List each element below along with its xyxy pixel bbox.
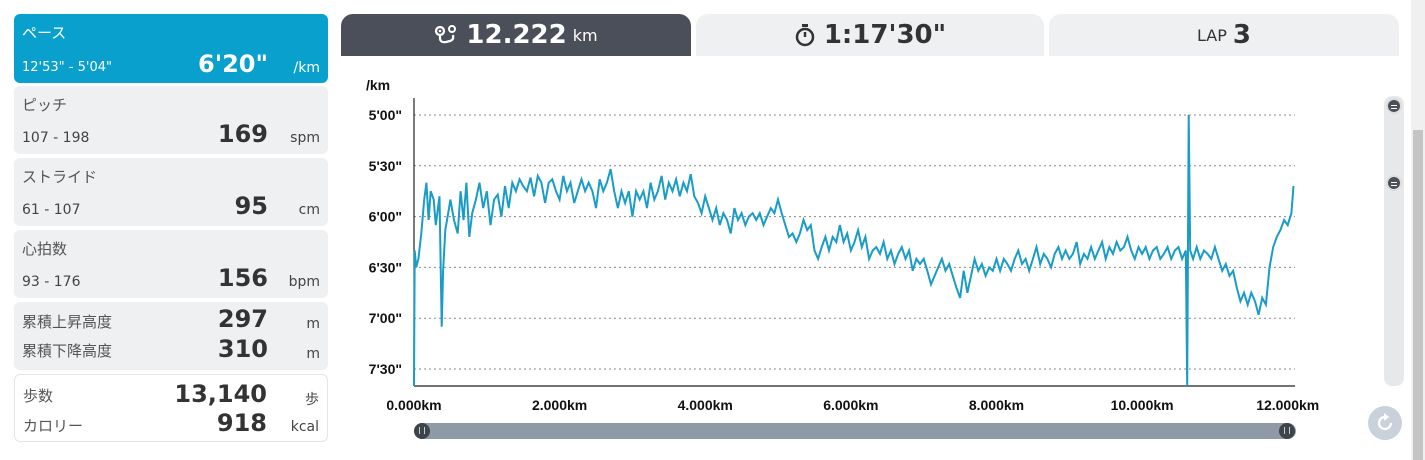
- y-zoom-handle-top[interactable]: [1386, 98, 1402, 114]
- x-tick-label: 2.000km: [532, 397, 587, 413]
- metric-unit: bpm: [288, 274, 320, 290]
- metric-elevation[interactable]: 累積上昇高度 297 m 累積下降高度 310 m: [14, 302, 328, 370]
- y-zoom-handle-bottom[interactable]: [1386, 175, 1402, 191]
- metric-value: 6'20": [198, 50, 268, 78]
- time-value: 1:17'30": [823, 20, 947, 50]
- metric-range: 61 - 107: [22, 202, 81, 218]
- lap-value: 3: [1232, 20, 1251, 50]
- metric-value: 156: [217, 264, 268, 292]
- elevation-gain-value: 297: [217, 305, 268, 333]
- stopwatch-icon: [794, 23, 816, 47]
- metric-unit: cm: [298, 202, 320, 218]
- metric-label: ピッチ: [22, 96, 68, 114]
- metric-value: 95: [234, 192, 268, 220]
- y-tick-label: 5'30": [369, 158, 402, 174]
- y-axis-label: /km: [366, 77, 390, 93]
- y-tick-label: 7'30": [369, 361, 402, 377]
- pace-series-line: [413, 114, 1295, 387]
- elevation-loss-value: 310: [217, 335, 268, 363]
- metric-label: ペース: [22, 24, 67, 42]
- calories-unit: kcal: [290, 419, 319, 435]
- metric-label: 心拍数: [22, 240, 68, 258]
- x-range-handle-end[interactable]: [1279, 423, 1295, 439]
- lap-prefix: LAP: [1197, 25, 1227, 45]
- x-tick-label: 10.000km: [1111, 397, 1174, 413]
- metric-heart-rate[interactable]: 心拍数 93 - 176 156 bpm: [14, 230, 328, 298]
- tab-time[interactable]: 1:17'30": [696, 14, 1044, 56]
- metric-value: 169: [217, 120, 268, 148]
- x-range-handle-start[interactable]: [414, 423, 430, 439]
- metric-unit: /km: [293, 60, 320, 76]
- x-tick-label: 8.000km: [969, 397, 1024, 413]
- y-tick-label: 6'00": [369, 209, 402, 225]
- metric-range: 93 - 176: [22, 274, 81, 290]
- calories-label: カロリー: [23, 417, 84, 435]
- metric-pitch[interactable]: ピッチ 107 - 198 169 spm: [14, 86, 328, 154]
- route-icon: [434, 24, 458, 46]
- metric-range: 12'53" - 5'04": [22, 60, 112, 75]
- metric-range: 107 - 198: [22, 130, 90, 146]
- x-tick-label: 6.000km: [823, 397, 878, 413]
- y-zoom-scrollbar[interactable]: [1384, 96, 1404, 386]
- y-tick-label: 5'00": [369, 107, 402, 123]
- elevation-gain-unit: m: [306, 316, 320, 332]
- distance-value: 12.222: [466, 20, 567, 50]
- elevation-gain-label: 累積上昇高度: [22, 313, 113, 331]
- metric-stride[interactable]: ストライド 61 - 107 95 cm: [14, 158, 328, 226]
- x-tick-label: 0.000km: [386, 397, 441, 413]
- x-tick-label: 12.000km: [1256, 397, 1319, 413]
- metric-label: ストライド: [22, 168, 98, 186]
- y-tick-label: 6'30": [369, 259, 402, 275]
- reset-zoom-button[interactable]: [1368, 406, 1402, 440]
- tab-distance[interactable]: 12.222 km: [341, 14, 691, 56]
- elevation-loss-label: 累積下降高度: [22, 342, 113, 360]
- y-tick-label: 7'00": [369, 310, 402, 326]
- steps-label: 歩数: [23, 387, 54, 405]
- page-scrollbar-thumb[interactable]: [1413, 130, 1423, 460]
- x-tick-label: 4.000km: [678, 397, 733, 413]
- distance-unit: km: [572, 25, 598, 45]
- steps-value: 13,140: [174, 380, 267, 408]
- tab-lap[interactable]: LAP 3: [1049, 14, 1399, 56]
- steps-unit: 歩: [305, 392, 319, 408]
- refresh-icon: [1377, 413, 1393, 431]
- pace-chart: /km 5'00" 5'30" 6'00" 6'30" 7'00" 7'30" 0.000…: [366, 77, 1319, 413]
- calories-value: 918: [216, 409, 267, 437]
- x-range-slider[interactable]: [414, 423, 1296, 439]
- elevation-loss-unit: m: [306, 346, 320, 362]
- metric-pace[interactable]: ペース 12'53" - 5'04" 6'20" /km: [14, 14, 328, 83]
- metric-unit: spm: [290, 130, 320, 146]
- metric-steps-calories[interactable]: 歩数 13,140 歩 カロリー 918 kcal: [14, 374, 328, 442]
